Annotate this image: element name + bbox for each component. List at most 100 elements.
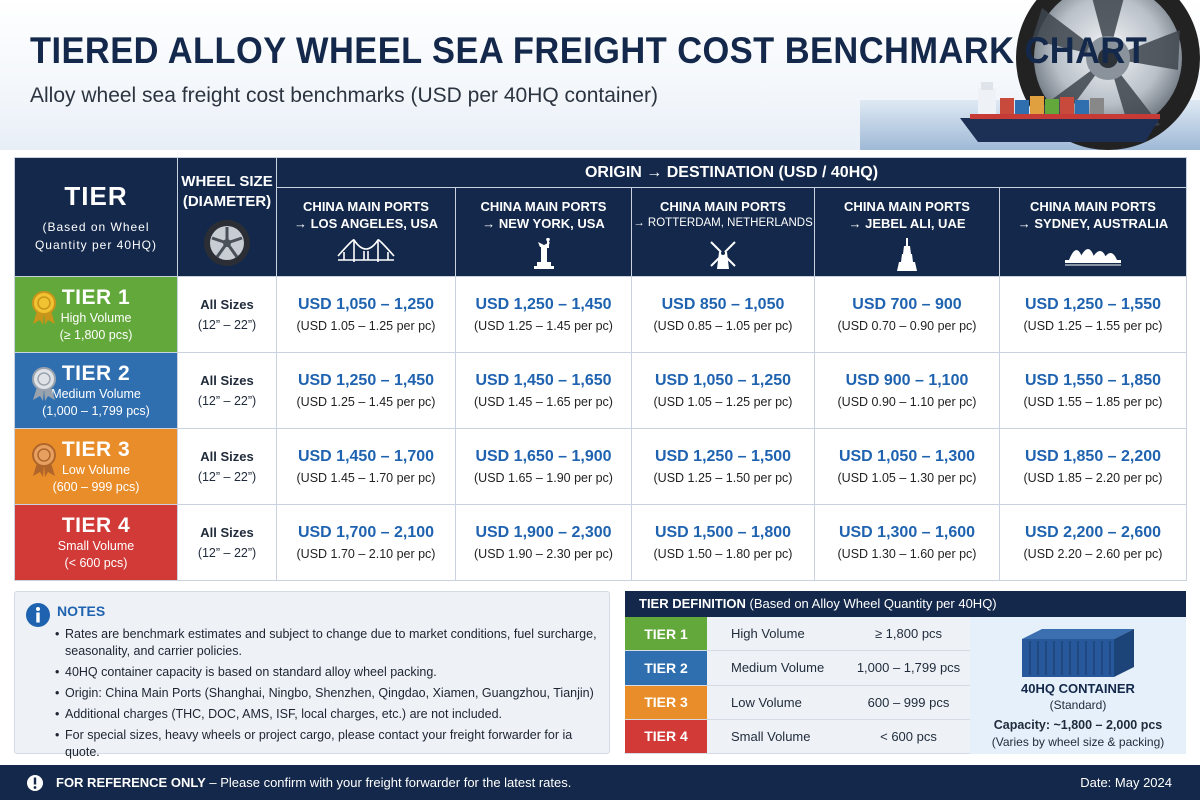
tier-quantity: (< 600 pcs) <box>64 555 128 570</box>
wheel-size-range: (12” – 22”) <box>197 545 257 560</box>
rate-per-piece: (USD 1.90 – 2.30 per pc) <box>474 547 613 561</box>
route-destination: → ROTTERDAM, NETHERLANDS <box>633 217 813 229</box>
rate-container-price: USD 1,250 – 1,550 <box>1024 296 1162 313</box>
wheel-size-cell: All Sizes (12” – 22”) <box>177 428 277 505</box>
tier-definition-tag: TIER 3 <box>625 685 707 719</box>
wheel-size-cell: All Sizes (12” – 22”) <box>177 504 277 581</box>
wheel-size-cell: All Sizes (12” – 22”) <box>177 276 277 353</box>
rate-cell: USD 1,250 – 1,450 (USD 1.25 – 1.45 per pc… <box>276 352 456 429</box>
note-item: Origin: China Main Ports (Shanghai, Ning… <box>55 685 600 702</box>
rate-per-piece: (USD 1.25 – 1.55 per pc) <box>1023 319 1163 333</box>
rate-cell: USD 1,450 – 1,700 (USD 1.45 – 1.70 per pc… <box>276 428 456 505</box>
silver-medal-icon <box>32 367 56 401</box>
rate-per-piece: (USD 1.25 – 1.45 per pc) <box>296 395 436 409</box>
opera-house-icon <box>1000 238 1186 270</box>
statue-of-liberty-icon <box>456 237 631 274</box>
shipping-container-icon <box>1022 629 1134 677</box>
rate-container-price: USD 1,250 – 1,450 <box>297 372 435 389</box>
route-header: CHINA MAIN PORTS → JEBEL ALI, UAE <box>814 187 1000 277</box>
tier-definition-row: TIER 3 Low Volume 600 – 999 pcs <box>625 685 970 720</box>
route-destination: → NEW YORK, USA <box>482 216 605 231</box>
rate-per-piece: (USD 0.70 – 0.90 per pc) <box>837 319 977 333</box>
rate-cell: USD 1,250 – 1,550 (USD 1.25 – 1.55 per pc… <box>999 276 1187 353</box>
tier-label-cell: TIER 4 Small Volume (< 600 pcs) <box>14 504 178 581</box>
rate-container-price: USD 850 – 1,050 <box>661 296 785 313</box>
notes-list: Rates are benchmark estimates and subjec… <box>55 626 600 765</box>
rate-per-piece: (USD 1.65 – 1.90 per pc) <box>474 471 613 485</box>
footer-date: Date: May 2024 <box>1080 775 1172 790</box>
notes-heading: NOTES <box>57 603 106 619</box>
wheel-size-range: (12” – 22”) <box>197 393 257 408</box>
tier-header-sublabel: (Based on Wheel Quantity per 40HQ) <box>34 219 158 252</box>
route-origin: CHINA MAIN PORTS <box>660 199 786 214</box>
rate-per-piece: (USD 1.85 – 2.20 per pc) <box>1023 471 1163 485</box>
rate-cell: USD 1,050 – 1,250 (USD 1.05 – 1.25 per pc… <box>631 352 815 429</box>
tier-name: TIER 3 <box>61 437 131 461</box>
tier-label-cell: TIER 1 High Volume (≥ 1,800 pcs) <box>14 276 178 353</box>
wheel-size-label: All Sizes <box>200 448 254 464</box>
rate-container-price: USD 1,650 – 1,900 <box>475 448 612 465</box>
rate-per-piece: (USD 1.45 – 1.65 per pc) <box>474 395 613 409</box>
rate-cell: USD 1,050 – 1,250 (USD 1.05 – 1.25 per pc… <box>276 276 456 353</box>
tier-volume: High Volume <box>60 310 132 325</box>
rate-cell: USD 1,550 – 1,850 (USD 1.55 – 1.85 per pc… <box>999 352 1187 429</box>
windmill-icon <box>632 238 814 274</box>
wheel-size-column-header: WHEEL SIZE (DIAMETER) <box>177 157 277 277</box>
rate-per-piece: (USD 1.05 – 1.30 per pc) <box>837 471 977 485</box>
rate-container-price: USD 1,300 – 1,600 <box>838 524 976 541</box>
rate-container-price: USD 1,850 – 2,200 <box>1024 448 1162 465</box>
rate-cell: USD 2,200 – 2,600 (USD 2.20 – 2.60 per pc… <box>999 504 1187 581</box>
tier-definition-row: TIER 1 High Volume ≥ 1,800 pcs <box>625 617 970 652</box>
tier-definition-tag: TIER 1 <box>625 617 707 651</box>
tier-definition-quantity: 600 – 999 pcs <box>847 685 970 719</box>
rate-cell: USD 1,700 – 2,100 (USD 1.70 – 2.10 per pc… <box>276 504 456 581</box>
burj-icon <box>815 238 999 276</box>
rate-container-price: USD 1,050 – 1,250 <box>654 372 792 389</box>
rate-container-price: USD 1,700 – 2,100 <box>297 524 435 541</box>
route-destination: → JEBEL ALI, UAE <box>848 216 966 231</box>
route-origin: CHINA MAIN PORTS <box>1030 199 1156 214</box>
tier-name: TIER 4 <box>61 513 131 537</box>
wheel-size-header-label: WHEEL SIZE (DIAMETER) <box>181 173 273 210</box>
bridge-icon <box>277 238 455 268</box>
rate-container-price: USD 1,050 – 1,300 <box>838 448 976 465</box>
route-header: CHINA MAIN PORTS → NEW YORK, USA <box>455 187 632 277</box>
rate-container-price: USD 1,250 – 1,450 <box>475 296 612 313</box>
wheel-icon <box>204 220 250 266</box>
rate-per-piece: (USD 1.70 – 2.10 per pc) <box>296 547 436 561</box>
note-item: For special sizes, heavy wheels or proje… <box>55 727 600 761</box>
tier-definition-heading: TIER DEFINITION (Based on Alloy Wheel Qu… <box>625 591 1186 617</box>
container-standard: (Standard) <box>1049 698 1107 712</box>
rate-container-price: USD 1,050 – 1,250 <box>297 296 435 313</box>
wheel-and-ship-illustration <box>860 0 1200 150</box>
page-title: TIERED ALLOY WHEEL SEA FREIGHT COST BENC… <box>30 30 1148 71</box>
container-info-box: 40HQ CONTAINER (Standard) Capacity: ~1,8… <box>970 617 1186 754</box>
rate-per-piece: (USD 1.55 – 1.85 per pc) <box>1023 395 1163 409</box>
note-item: Rates are benchmark estimates and subjec… <box>55 626 600 660</box>
rate-cell: USD 1,500 – 1,800 (USD 1.50 – 1.80 per pc… <box>631 504 815 581</box>
reference-bold: FOR REFERENCE ONLY <box>56 775 206 790</box>
rate-per-piece: (USD 1.50 – 1.80 per pc) <box>653 547 793 561</box>
rate-cell: USD 1,050 – 1,300 (USD 1.05 – 1.30 per pc… <box>814 428 1000 505</box>
rate-container-price: USD 1,500 – 1,800 <box>654 524 792 541</box>
rate-per-piece: (USD 1.05 – 1.25 per pc) <box>296 319 436 333</box>
tier-volume: Small Volume <box>57 538 135 553</box>
container-title: 40HQ CONTAINER <box>1021 681 1135 696</box>
header: TIERED ALLOY WHEEL SEA FREIGHT COST BENC… <box>0 0 1200 150</box>
tier-row: TIER 1 High Volume (≥ 1,800 pcs) All Sizes (… <box>14 276 1187 353</box>
rate-per-piece: (USD 1.05 – 1.25 per pc) <box>653 395 793 409</box>
tier-label-cell: TIER 2 Medium Volume (1,000 – 1,799 pcs) <box>14 352 178 429</box>
rate-container-price: USD 900 – 1,100 <box>845 372 969 389</box>
wheel-size-range: (12” – 22”) <box>197 317 257 332</box>
route-header: CHINA MAIN PORTS → ROTTERDAM, NETHERLANDS <box>631 187 815 277</box>
wheel-size-label: All Sizes <box>200 296 254 312</box>
tier-header-label: TIER <box>64 180 128 211</box>
route-origin: CHINA MAIN PORTS <box>480 199 607 214</box>
rate-per-piece: (USD 1.30 – 1.60 per pc) <box>837 547 977 561</box>
reference-disclaimer: FOR REFERENCE ONLY – Please confirm with… <box>56 775 571 790</box>
freight-table-wrapper: TIER (Based on Wheel Quantity per 40HQ) … <box>14 157 1187 581</box>
tier-definition-row: TIER 4 Small Volume < 600 pcs <box>625 719 970 754</box>
tier-name: TIER 2 <box>61 361 131 385</box>
route-destination: → LOS ANGELES, USA <box>294 216 438 231</box>
rate-per-piece: (USD 1.45 – 1.70 per pc) <box>296 471 436 485</box>
